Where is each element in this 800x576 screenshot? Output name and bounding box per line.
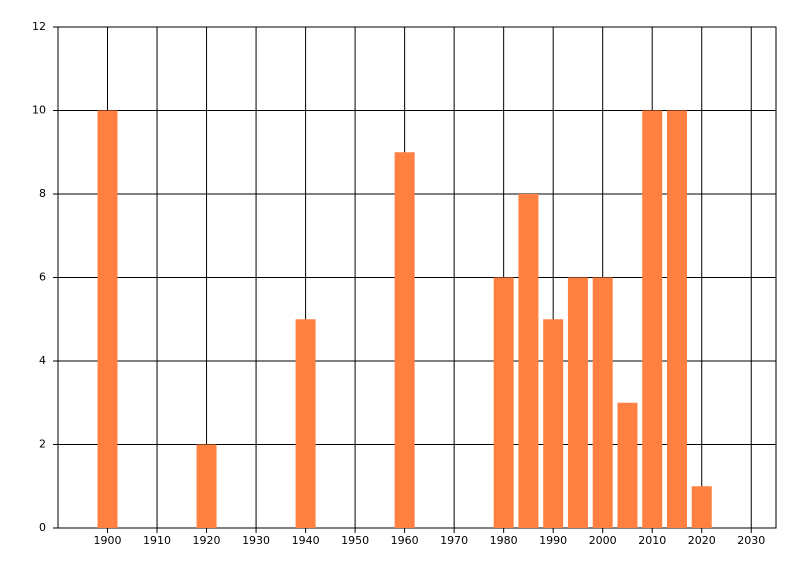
bar: [543, 319, 564, 528]
bar: [666, 110, 687, 528]
x-tick-label: 1910: [143, 534, 171, 547]
y-tick-label: 8: [39, 187, 46, 200]
bar: [518, 194, 539, 528]
y-tick-label: 4: [39, 354, 46, 367]
x-tick-label: 2020: [688, 534, 716, 547]
x-tick-label: 1950: [341, 534, 369, 547]
bar: [394, 152, 415, 528]
bar: [592, 277, 613, 528]
bar: [97, 110, 118, 528]
bar: [567, 277, 588, 528]
y-tick-label: 10: [32, 104, 46, 117]
bar: [493, 277, 514, 528]
x-tick-label: 1940: [292, 534, 320, 547]
y-tick-label: 2: [39, 438, 46, 451]
bar: [295, 319, 316, 528]
x-tick-label: 1960: [391, 534, 419, 547]
y-tick-label: 6: [39, 271, 46, 284]
bar: [196, 444, 217, 528]
x-tick-label: 1930: [242, 534, 270, 547]
x-tick-label: 1900: [94, 534, 122, 547]
bar: [642, 110, 663, 528]
x-tick-label: 1980: [490, 534, 518, 547]
y-tick-label: 0: [39, 521, 46, 534]
x-tick-label: 2030: [737, 534, 765, 547]
x-tick-label: 2000: [589, 534, 617, 547]
bar: [691, 486, 712, 528]
bar: [617, 402, 638, 528]
x-tick-label: 1990: [539, 534, 567, 547]
x-tick-label: 2010: [638, 534, 666, 547]
y-tick-label: 12: [32, 20, 46, 33]
x-tick-label: 1920: [193, 534, 221, 547]
x-tick-label: 1970: [440, 534, 468, 547]
